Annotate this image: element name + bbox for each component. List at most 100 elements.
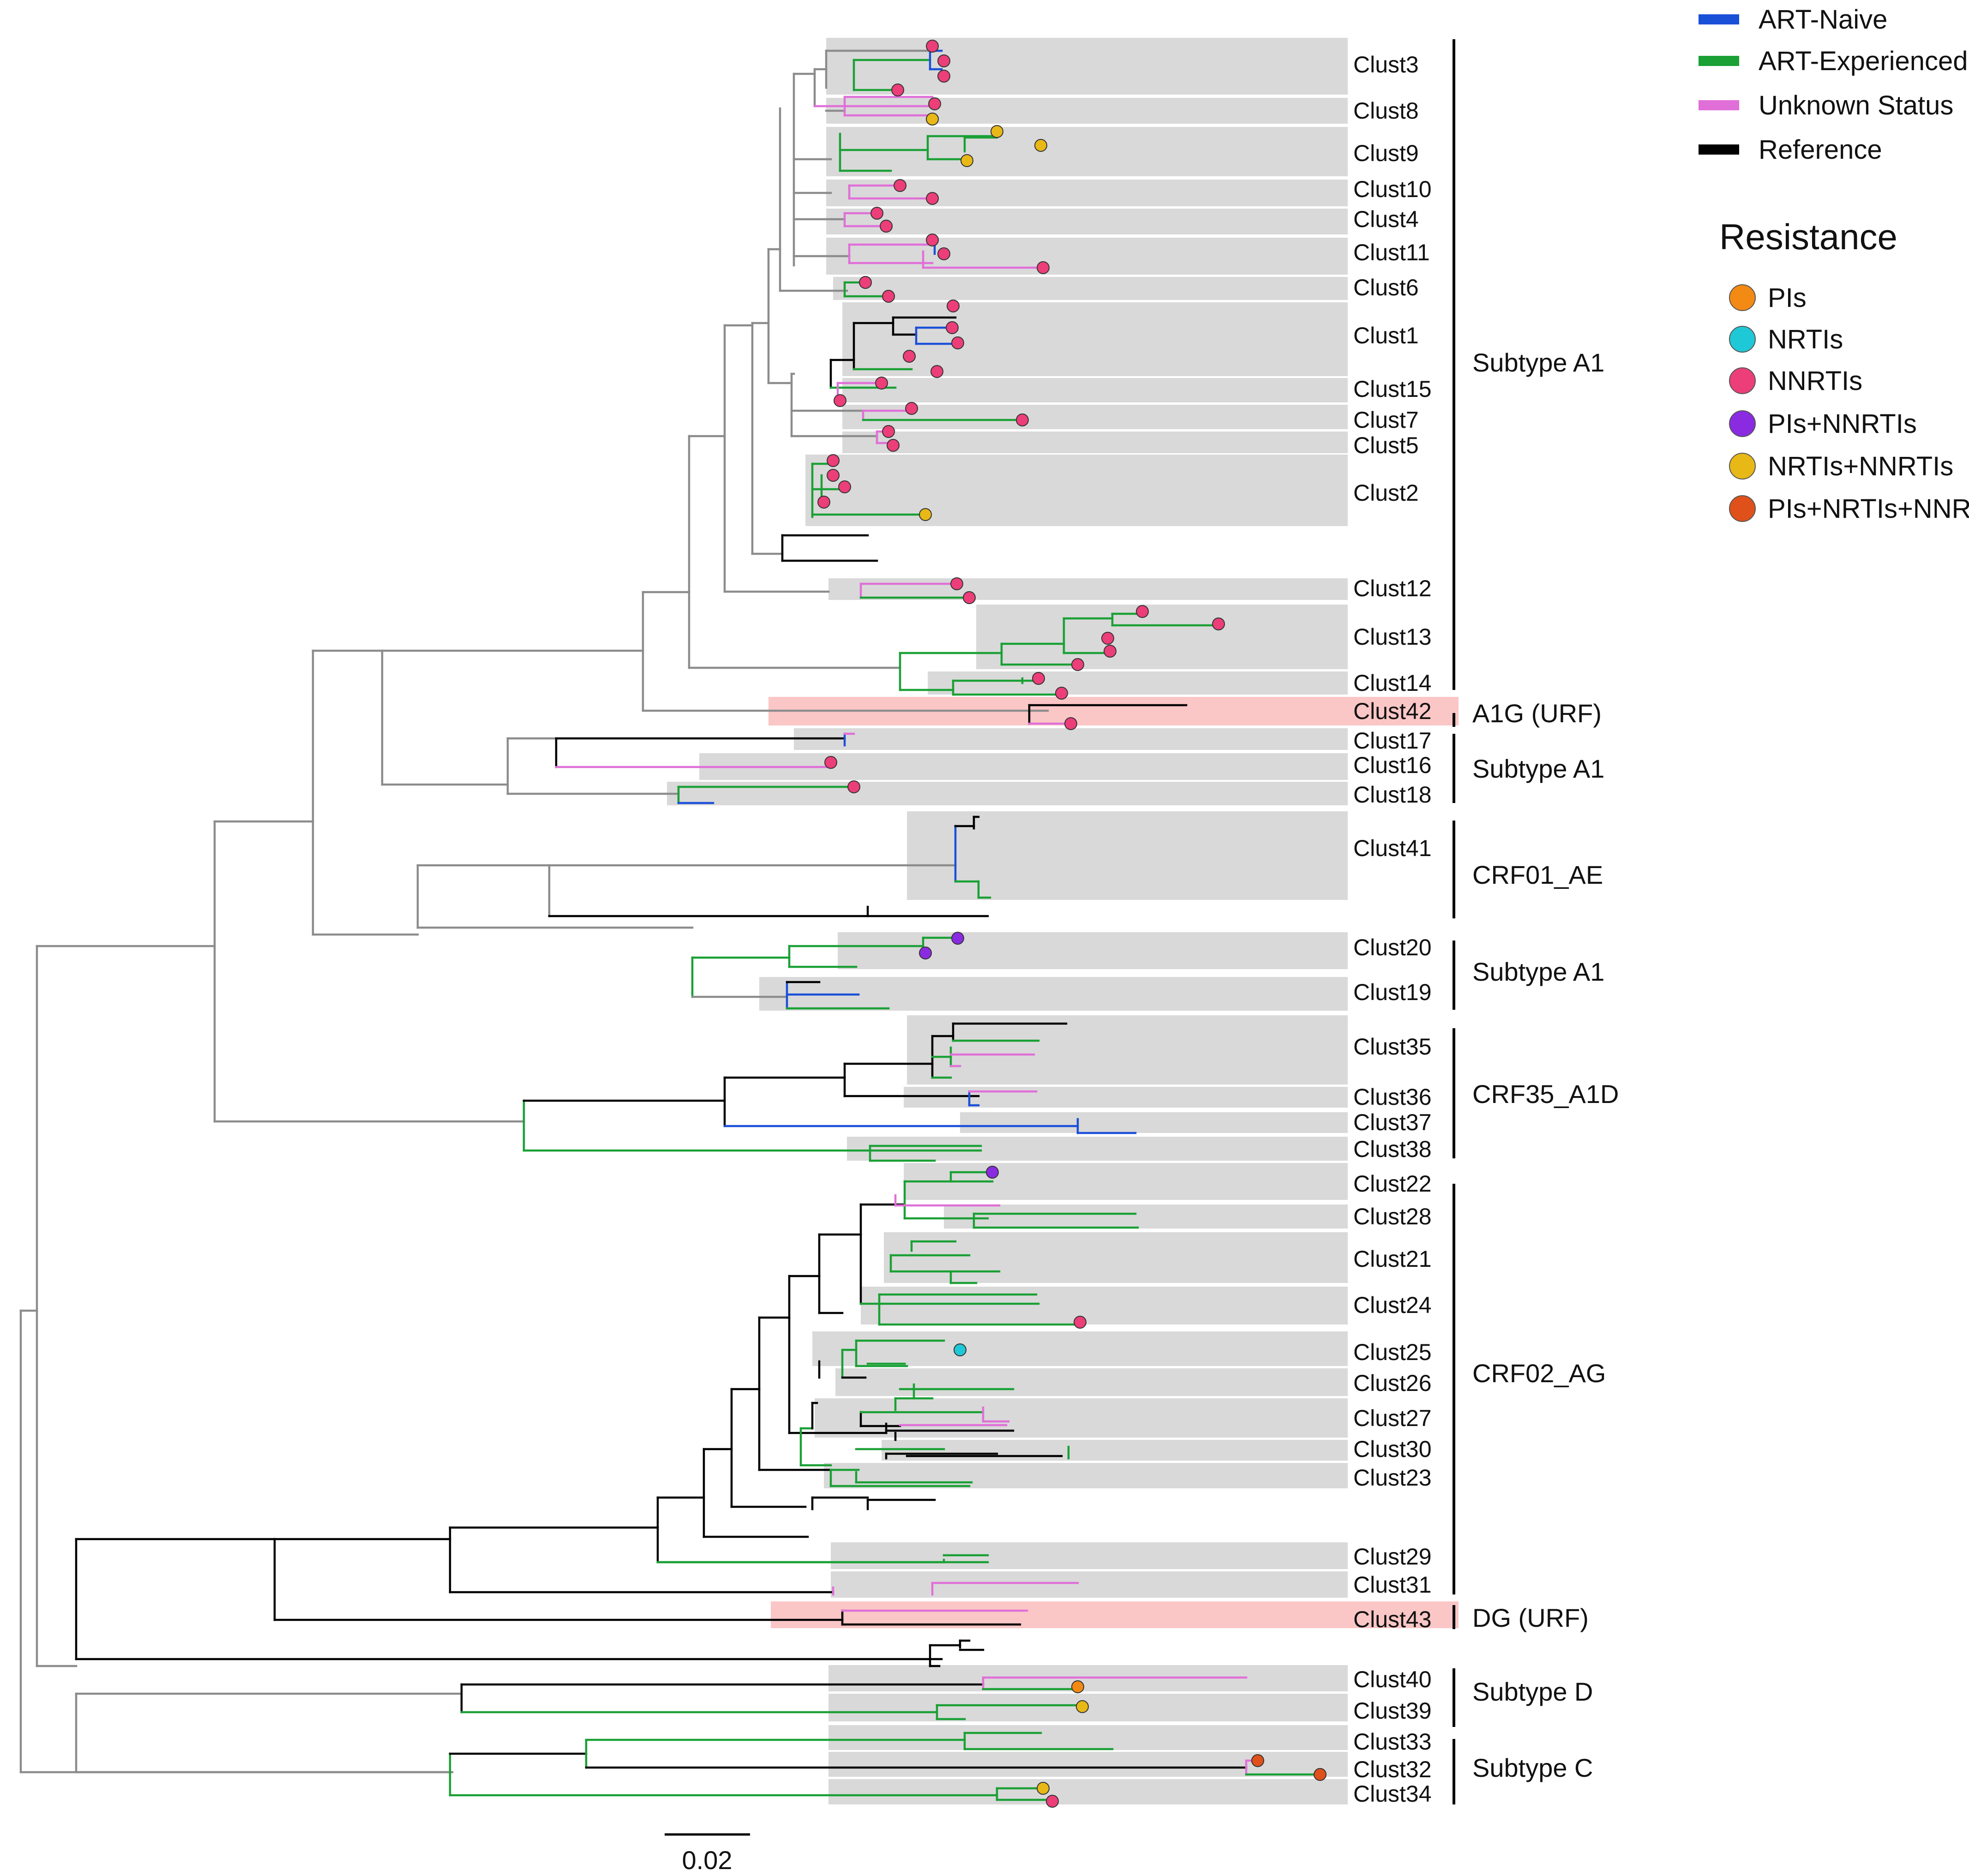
cluster-labels: Clust3 Clust8 Clust9 Clust10 Clust4 Clust11 Cl… [1353, 52, 1432, 1807]
legend: ART-Naive ART-Experienced Unknown Status Re… [1699, 5, 1969, 524]
legend-resistance-dot [1729, 367, 1756, 394]
cluster-box-clust4 [826, 209, 1348, 234]
tip-marker-clust25 [954, 1343, 966, 1356]
cluster-label-clust40: Clust40 [1353, 1666, 1432, 1692]
tip-marker-clust13 [1104, 645, 1117, 658]
tip-marker-clust13 [1071, 658, 1084, 671]
legend-status-label: Unknown Status [1759, 90, 1953, 120]
cluster-box-clust20 [838, 932, 1348, 969]
cluster-label-clust8: Clust8 [1353, 98, 1419, 124]
tree-branches [19, 49, 1324, 1801]
legend-status-label: ART-Naive [1759, 5, 1887, 35]
cluster-box-clust32 [828, 1752, 1348, 1777]
cluster-box-clust31 [831, 1571, 1348, 1598]
tip-marker-clust2 [827, 469, 840, 482]
group-label: Subtype A1 [1472, 754, 1604, 783]
tip-marker-clust39 [1076, 1700, 1089, 1713]
legend-resistance-dot [1729, 410, 1756, 437]
tip-marker-clust13 [1136, 605, 1149, 618]
tip-marker-clust20 [951, 932, 964, 945]
group-label: CRF35_A1D [1472, 1079, 1619, 1109]
cluster-box-clust9 [826, 127, 1348, 176]
cluster-label-clust1: Clust1 [1353, 323, 1419, 348]
legend-resistance-dot [1729, 453, 1756, 479]
legend-resistance-label: NRTIs+NNRTIs [1768, 451, 1953, 481]
legend-resistance-dot [1729, 326, 1756, 353]
cluster-label-clust10: Clust10 [1353, 176, 1432, 202]
cluster-label-clust38: Clust38 [1353, 1136, 1432, 1162]
tip-marker-clust24 [1074, 1316, 1087, 1329]
tip-marker-clust6 [882, 290, 895, 303]
tip-marker-clust3 [937, 54, 950, 67]
tip-marker-clust11 [926, 234, 939, 246]
tip-marker-clust3 [937, 70, 950, 83]
cluster-boxes [667, 38, 1459, 1804]
cluster-box-clust15 [842, 378, 1348, 402]
cluster-box-clust3 [826, 38, 1348, 95]
legend-resistance-dot [1729, 495, 1756, 522]
cluster-box-clust17 [794, 728, 1348, 750]
tip-marker-clust14 [1032, 672, 1045, 685]
tip-marker-clust11 [937, 247, 950, 260]
group-label: A1G (URF) [1472, 699, 1602, 728]
tip-marker-clust8 [928, 97, 941, 110]
cluster-label-clust24: Clust24 [1353, 1292, 1432, 1318]
cluster-box-clust13 [976, 605, 1348, 669]
tip-marker-clust14 [1055, 687, 1068, 700]
cluster-label-clust37: Clust37 [1353, 1109, 1432, 1135]
cluster-box-clust25 [812, 1331, 1348, 1366]
tip-marker-clust10 [926, 192, 939, 205]
tip-marker-clust3 [891, 84, 904, 96]
cluster-label-clust39: Clust39 [1353, 1698, 1432, 1724]
tip-marker-clust2 [827, 454, 840, 467]
tip-marker-clust5 [887, 439, 900, 452]
tip-marker-clust22 [986, 1166, 999, 1179]
group-label: CRF01_AE [1472, 860, 1603, 889]
cluster-box-clust35 [907, 1015, 1348, 1085]
cluster-label-clust30: Clust30 [1353, 1436, 1432, 1462]
cluster-box-clust29 [831, 1542, 1348, 1569]
tip-marker-clust4 [870, 207, 883, 220]
tip-marker-clust1 [951, 336, 964, 349]
legend-resistance-label: PIs [1768, 283, 1807, 313]
cluster-box-clust30 [882, 1440, 1348, 1461]
group-label: CRF02_AG [1472, 1359, 1606, 1388]
cluster-label-clust6: Clust6 [1353, 275, 1419, 300]
tip-marker-clust32 [1251, 1754, 1264, 1767]
cluster-box-clust26 [835, 1368, 1348, 1396]
cluster-box-clust38 [847, 1137, 1348, 1161]
tip-marker-clust13 [1212, 617, 1225, 630]
cluster-box-clust14 [928, 671, 1348, 695]
tip-marker-clust32 [1314, 1768, 1327, 1781]
tip-marker-clust34 [1046, 1795, 1059, 1808]
cluster-label-clust35: Clust35 [1353, 1034, 1432, 1060]
tip-marker-clust8 [926, 113, 939, 126]
tip-marker-clust9 [960, 154, 973, 167]
tip-marker-clust9 [991, 125, 1003, 138]
cluster-label-clust15: Clust15 [1353, 376, 1432, 402]
tip-marker-clust12 [963, 591, 976, 604]
cluster-box-clust5 [842, 432, 1348, 453]
subtype-groups: Subtype A1 A1G (URF) Subtype A1 CRF01_AE Sub… [1453, 39, 1619, 1804]
cluster-box-clust36 [904, 1087, 1348, 1108]
legend-status-label: Reference [1759, 135, 1882, 165]
cluster-label-clust41: Clust41 [1353, 835, 1432, 861]
legend-resistance-label: PIs+NNRTIs [1768, 409, 1917, 439]
legend-status-label: ART-Experienced [1759, 46, 1968, 76]
cluster-label-clust28: Clust28 [1353, 1204, 1432, 1229]
cluster-box-clust21 [884, 1232, 1348, 1283]
scale-bar: 0.02 [665, 1833, 750, 1875]
cluster-label-clust19: Clust19 [1353, 979, 1432, 1005]
cluster-label-clust36: Clust36 [1353, 1084, 1432, 1110]
cluster-label-clust42: Clust42 [1353, 698, 1432, 724]
cluster-label-clust7: Clust7 [1353, 407, 1419, 433]
tip-marker-clust2 [817, 496, 830, 509]
group-label: Subtype A1 [1472, 348, 1604, 377]
group-label: DG (URF) [1472, 1603, 1589, 1632]
tip-marker-clust7 [905, 402, 918, 415]
cluster-box-clust28 [944, 1205, 1348, 1229]
tip-marker-clust10 [894, 179, 906, 192]
cluster-box-clust6 [833, 277, 1348, 300]
cluster-label-clust22: Clust22 [1353, 1171, 1432, 1197]
